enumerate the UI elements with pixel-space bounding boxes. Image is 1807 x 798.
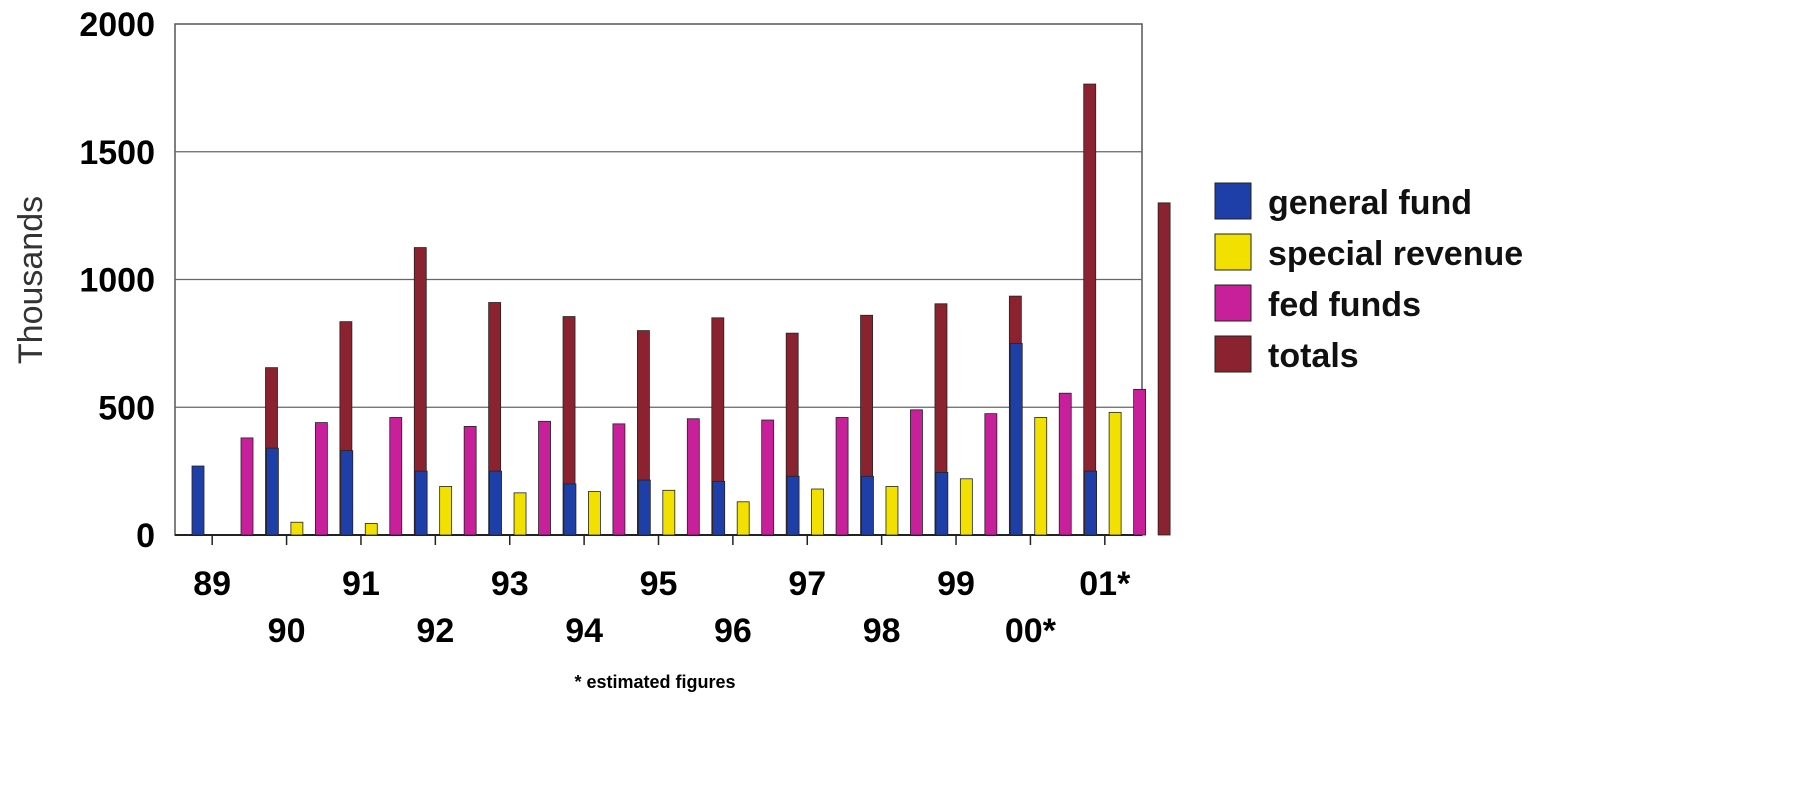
x-tick-label: 94: [565, 612, 603, 650]
legend-swatch: [1214, 335, 1252, 373]
bar: [712, 480, 726, 536]
bar: [1009, 342, 1023, 536]
y-tick-label: 2000: [79, 6, 155, 44]
x-tick-label: 93: [491, 565, 529, 603]
bar: [314, 422, 328, 536]
bar: [463, 426, 477, 536]
y-tick-label: 0: [136, 517, 155, 555]
bar: [1083, 83, 1097, 536]
bar: [761, 419, 775, 536]
bar: [1108, 411, 1122, 536]
x-axis-ticks: 89 90 91 92 93 94 95 96 97 98 99 00* 01*: [193, 535, 1131, 650]
bar: [290, 521, 304, 536]
x-tick-label: 98: [863, 612, 901, 650]
x-tick-label: 91: [342, 565, 380, 603]
bar: [389, 417, 403, 536]
y-tick-label: 500: [98, 389, 155, 427]
y-axis-title: Thousands: [12, 196, 50, 364]
bar: [910, 409, 923, 536]
bar: [935, 472, 949, 536]
bar-group: [191, 83, 1171, 536]
bar: [686, 418, 700, 536]
estimated-figures-note: * estimated figures: [574, 672, 735, 692]
bar: [861, 475, 874, 536]
y-axis-ticks: 0 500 1000 1500 2000: [79, 6, 155, 555]
bar: [538, 420, 551, 536]
bar: [1157, 202, 1171, 536]
bar: [191, 465, 205, 536]
bar: [439, 486, 453, 536]
legend: general fund special revenue fed funds tota…: [1214, 182, 1523, 375]
bar: [984, 413, 998, 536]
bar: [637, 479, 651, 536]
y-tick-label: 1000: [79, 262, 155, 300]
bar: [340, 450, 354, 536]
x-tick-label: 90: [268, 612, 306, 650]
bar: [1034, 417, 1048, 536]
bar: [736, 501, 750, 536]
legend-swatch: [1214, 233, 1252, 271]
bar: [1133, 388, 1147, 536]
bar: [563, 483, 577, 536]
bar: [1084, 470, 1098, 536]
x-tick-label: 96: [714, 612, 752, 650]
legend-label: totals: [1268, 337, 1359, 375]
bar: [265, 447, 279, 536]
bar: [662, 489, 676, 536]
bar: [588, 491, 601, 536]
bar: [240, 437, 254, 536]
bar: [959, 478, 973, 536]
bar: [1058, 392, 1072, 536]
bar: [414, 470, 428, 536]
legend-label: general fund: [1268, 184, 1472, 222]
x-tick-label: 92: [416, 612, 454, 650]
x-tick-label: 99: [937, 565, 975, 603]
x-tick-label: 00*: [1005, 612, 1057, 650]
legend-label: fed funds: [1268, 286, 1421, 324]
x-tick-label: 01*: [1079, 565, 1131, 603]
bar: [513, 492, 527, 536]
legend-swatch: [1214, 284, 1252, 322]
legend-label: special revenue: [1268, 235, 1523, 273]
bar: [364, 523, 378, 536]
y-tick-label: 1500: [79, 134, 155, 172]
x-tick-label: 97: [788, 565, 826, 603]
bar: [885, 486, 899, 536]
bar: [786, 475, 800, 536]
x-tick-label: 89: [193, 565, 231, 603]
plot-area: [174, 23, 1143, 536]
legend-swatch: [1214, 182, 1252, 220]
bar: [612, 423, 626, 536]
bar: [811, 488, 824, 536]
bar: [489, 470, 502, 536]
x-tick-label: 95: [640, 565, 678, 603]
bar: [835, 417, 849, 536]
